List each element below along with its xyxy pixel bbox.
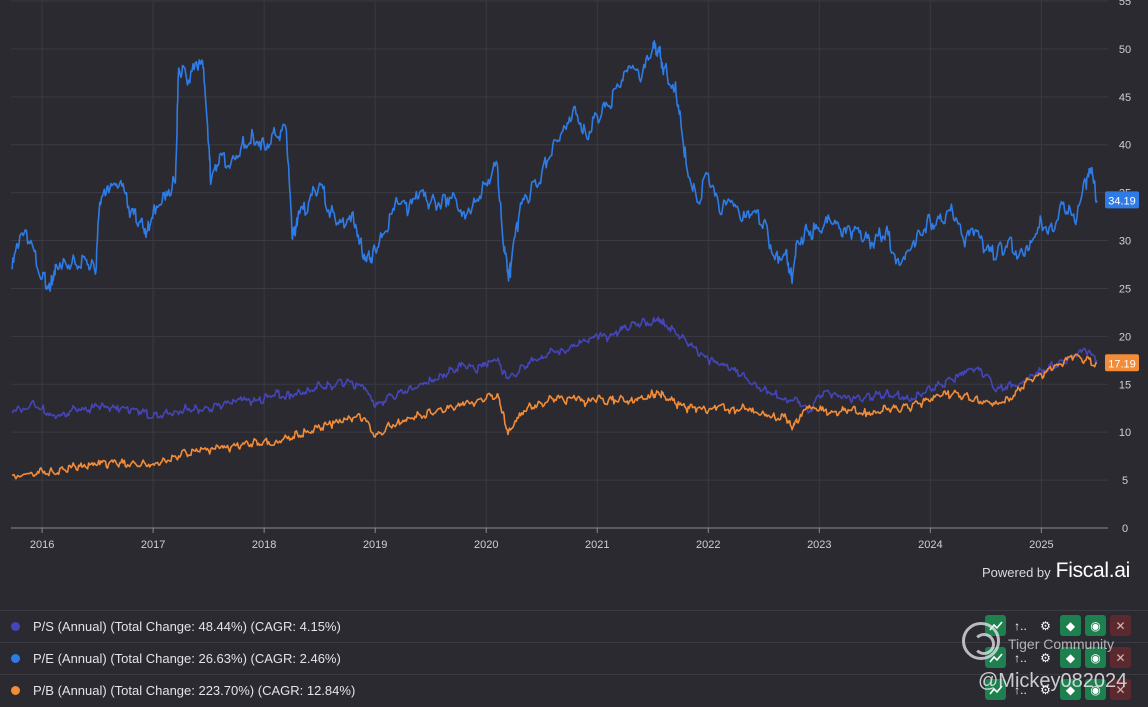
end-label-badge	[1105, 354, 1139, 372]
close-icon[interactable]: ✕	[1110, 615, 1131, 636]
close-icon[interactable]: ✕	[1110, 679, 1131, 700]
sort-button[interactable]: ↑..	[1014, 650, 1027, 665]
series-line-ps	[11, 316, 1098, 420]
tag-icon[interactable]: ◆	[1060, 615, 1081, 636]
y-tick-label: 15	[1119, 379, 1131, 391]
y-tick-label: 55	[1119, 0, 1131, 8]
end-label-text: 17.19	[1108, 358, 1136, 370]
x-axis: 2016 2017 2018 2019 2020 2021 2022 2023 2024 2025	[11, 527, 1108, 551]
legend-dot-icon	[11, 686, 20, 695]
x-tick-label: 2025	[1029, 539, 1053, 551]
legend-dot-icon	[11, 622, 20, 631]
close-icon[interactable]: ✕	[1110, 647, 1131, 668]
legend-label-ps: P/S (Annual) (Total Change: 48.44%) (CAG…	[33, 619, 341, 634]
y-tick-label: 20	[1119, 331, 1131, 343]
series-legend: P/S (Annual) (Total Change: 48.44%) (CAG…	[0, 610, 1148, 706]
y-tick-label: 10	[1119, 427, 1131, 439]
eye-icon[interactable]: ◉	[1085, 679, 1106, 700]
y-tick-label: 50	[1119, 44, 1131, 56]
x-tick-label: 2024	[918, 539, 942, 551]
tag-icon[interactable]: ◆	[1060, 647, 1081, 668]
y-tick-label: 40	[1119, 140, 1131, 152]
x-tick-label: 2023	[807, 539, 831, 551]
row-actions: ↑.. ⚙ ◆ ◉ ✕	[985, 679, 1131, 700]
trend-icon[interactable]	[985, 647, 1006, 668]
gear-icon[interactable]: ⚙	[1040, 650, 1051, 665]
y-axis: 0510152025303540455055	[1119, 0, 1131, 535]
valuation-chart: 0510152025303540455055 20162017201820192…	[11, 0, 1139, 551]
legend-row-pe: P/E (Annual) (Total Change: 26.63%) (CAG…	[0, 642, 1148, 674]
y-tick-label: 25	[1119, 283, 1131, 295]
series-line-pb	[11, 353, 1098, 480]
powered-by-badge[interactable]: Powered by Fiscal.ai	[982, 559, 1130, 583]
sort-button[interactable]: ↑..	[1014, 618, 1027, 633]
legend-label-pe: P/E (Annual) (Total Change: 26.63%) (CAG…	[33, 651, 341, 666]
row-actions: ↑.. ⚙ ◆ ◉ ✕	[985, 647, 1131, 668]
eye-icon[interactable]: ◉	[1085, 615, 1106, 636]
end-label-text: 34.19	[1108, 195, 1136, 207]
legend-label-pb: P/B (Annual) (Total Change: 223.70%) (CA…	[33, 683, 356, 698]
legend-row-pb: P/B (Annual) (Total Change: 223.70%) (CA…	[0, 674, 1148, 706]
x-tick-label: 2020	[474, 539, 498, 551]
powered-by-text: Powered by	[982, 565, 1051, 580]
chart-grid	[11, 0, 1108, 529]
x-tick-label: 2019	[363, 539, 387, 551]
series-line-pe	[11, 39, 1098, 292]
x-tick-label: 2016	[30, 539, 54, 551]
gear-icon[interactable]: ⚙	[1040, 618, 1051, 633]
legend-row-ps: P/S (Annual) (Total Change: 48.44%) (CAG…	[0, 610, 1148, 642]
eye-icon[interactable]: ◉	[1085, 647, 1106, 668]
legend-dot-icon	[11, 654, 20, 663]
chart-series	[11, 39, 1098, 480]
sort-button[interactable]: ↑..	[1014, 682, 1027, 697]
x-tick-label: 2022	[696, 539, 720, 551]
fiscal-ai-logo: Fiscal.ai	[1055, 559, 1131, 582]
y-tick-label: 5	[1122, 475, 1128, 487]
gear-icon[interactable]: ⚙	[1040, 682, 1051, 697]
tag-icon[interactable]: ◆	[1060, 679, 1081, 700]
x-tick-label: 2021	[585, 539, 609, 551]
x-tick-label: 2018	[252, 539, 276, 551]
y-tick-label: 0	[1122, 523, 1128, 535]
y-tick-label: 45	[1119, 92, 1131, 104]
end-label-badge	[1105, 191, 1139, 209]
end-labels: 34.19 17.19	[1105, 191, 1139, 372]
trend-icon[interactable]	[985, 615, 1006, 636]
y-tick-label: 30	[1119, 236, 1131, 248]
x-tick-label: 2017	[141, 539, 165, 551]
row-actions: ↑.. ⚙ ◆ ◉ ✕	[985, 615, 1131, 636]
trend-icon[interactable]	[985, 679, 1006, 700]
